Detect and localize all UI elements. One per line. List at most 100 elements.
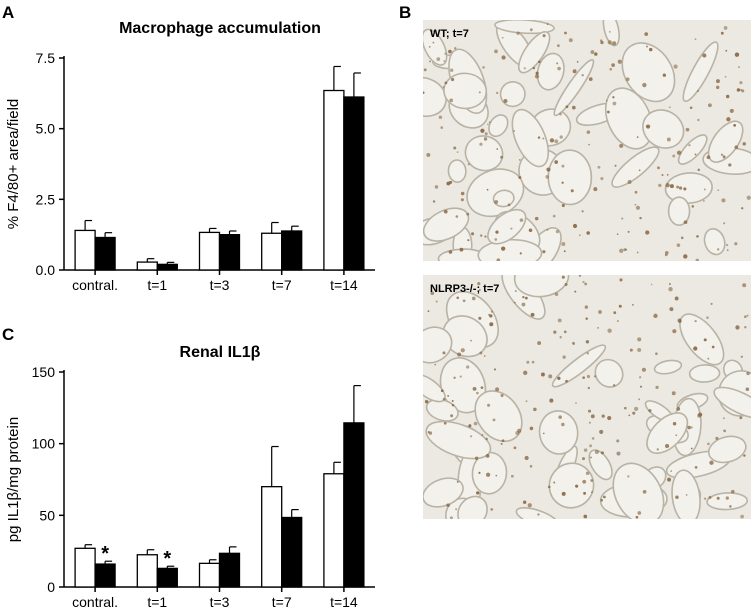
x-tick-label: contral. — [72, 594, 118, 610]
stain-dot — [655, 385, 659, 389]
stain-dot — [473, 421, 478, 426]
stain-dot — [427, 431, 430, 434]
tubule-shape — [538, 410, 579, 455]
tubule-shape — [707, 435, 747, 464]
stain-dot — [482, 66, 485, 69]
stain-dot — [503, 99, 508, 104]
stain-dot — [734, 242, 738, 246]
stain-dot — [585, 340, 590, 344]
tubule-shape — [423, 28, 448, 66]
stain-dot — [605, 99, 608, 102]
panel-letter-a: A — [2, 3, 14, 22]
stain-dot — [639, 385, 643, 388]
stain-dot — [561, 241, 566, 246]
stain-dot — [711, 345, 715, 349]
stain-dot — [552, 214, 556, 218]
stain-dot — [669, 184, 674, 189]
stain-dot — [501, 55, 506, 60]
stain-dot — [575, 402, 577, 404]
stain-dot — [725, 243, 729, 247]
stain-dot — [495, 474, 498, 477]
tubule-shape — [621, 42, 676, 103]
stain-dot — [524, 455, 529, 461]
stain-dot — [619, 278, 623, 282]
stain-dot — [478, 471, 481, 474]
bar-open — [74, 229, 96, 271]
bar-open — [74, 547, 96, 588]
stain-dot — [485, 472, 491, 477]
tubule-shape — [667, 196, 691, 226]
stain-dot — [669, 307, 674, 312]
stain-dot — [689, 106, 693, 110]
micrograph-wt: WT; t=7 — [423, 20, 751, 261]
stain-dot — [720, 31, 724, 35]
stain-dot — [556, 62, 559, 65]
stain-dot — [542, 250, 546, 254]
stain-dot — [612, 101, 617, 106]
stain-dot — [470, 435, 473, 438]
stain-dot — [485, 453, 490, 458]
stain-dot — [741, 89, 745, 93]
stain-dot — [597, 326, 599, 329]
stain-dot — [575, 484, 579, 488]
tubule-shape — [677, 134, 708, 165]
stain-dot — [695, 258, 699, 261]
tubule-shape — [492, 189, 515, 208]
stain-dot — [608, 31, 611, 33]
stain-dot — [496, 258, 501, 261]
stain-dot — [562, 355, 566, 359]
stain-dot — [554, 160, 558, 164]
stain-dot — [510, 227, 513, 230]
stain-dot — [703, 200, 705, 202]
stain-dot — [500, 442, 503, 445]
stain-dot — [487, 123, 489, 126]
y-tick-label: 2.5 — [36, 191, 56, 207]
stain-dot — [432, 200, 436, 203]
stain-dot — [568, 38, 573, 43]
stain-dot — [694, 465, 698, 469]
stain-dot — [637, 337, 642, 342]
stain-dot — [483, 355, 486, 357]
stain-dot — [423, 68, 427, 72]
stain-dot — [618, 304, 622, 308]
bar-filled — [218, 234, 241, 271]
stain-dot — [740, 88, 742, 91]
stain-dot — [642, 82, 647, 88]
stain-dot — [729, 108, 734, 113]
stain-dot — [471, 296, 476, 301]
stain-dot — [561, 164, 565, 168]
y-tick-label: 100 — [32, 436, 56, 452]
stain-dot — [616, 320, 619, 322]
stain-dot — [443, 421, 447, 425]
stain-dot — [479, 234, 483, 237]
stain-dot — [667, 477, 672, 482]
stain-dot — [444, 81, 448, 85]
tubule-shape — [487, 208, 527, 245]
stain-dot — [553, 330, 557, 334]
stain-dot — [466, 212, 470, 216]
stain-dot — [676, 150, 682, 155]
y-tick-label: 0 — [47, 579, 55, 595]
stain-dot — [720, 153, 724, 156]
stain-dot — [443, 60, 446, 62]
stain-dot — [488, 121, 491, 124]
stain-dot — [528, 228, 533, 233]
stain-dot — [430, 33, 433, 36]
stain-dot — [561, 422, 565, 427]
significance-asterisk: * — [101, 543, 109, 565]
stain-dot — [435, 300, 438, 303]
stain-dot — [600, 40, 604, 45]
stain-dot — [603, 495, 606, 499]
stain-dot — [549, 398, 554, 403]
stain-dot — [612, 41, 617, 46]
stain-dot — [518, 176, 522, 180]
stain-dot — [558, 415, 562, 419]
stain-dot — [450, 77, 455, 82]
stain-dot — [717, 248, 720, 251]
stain-dot — [456, 296, 460, 300]
stain-dot — [619, 143, 624, 148]
stain-dot — [635, 515, 639, 519]
stain-dot — [589, 456, 592, 459]
stain-dot — [634, 406, 639, 411]
tubule-shape — [642, 109, 685, 149]
